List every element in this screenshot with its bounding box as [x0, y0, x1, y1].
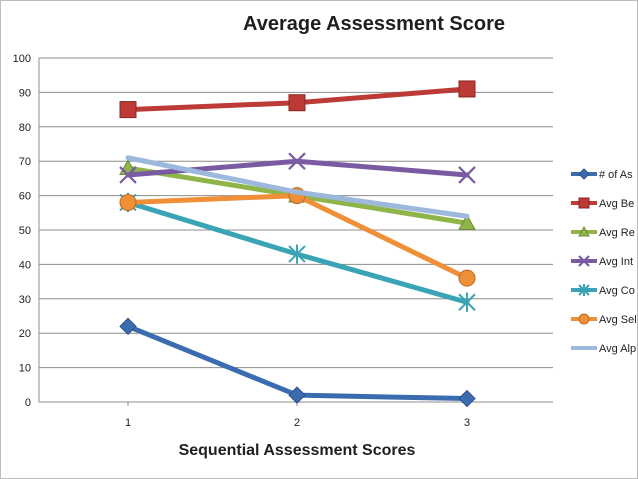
data-point-diamond	[458, 389, 476, 408]
x-axis-label: Sequential Assessment Scores	[179, 442, 416, 459]
x-tick-label: 3	[464, 417, 470, 429]
y-tick-label: 60	[19, 191, 31, 203]
y-tick-label: 50	[19, 225, 31, 237]
legend-item: Avg Be	[571, 197, 634, 210]
data-point-x	[578, 255, 590, 267]
data-point-triangle	[578, 225, 590, 237]
data-point-x	[119, 166, 137, 184]
x-marker-stroke	[288, 152, 306, 170]
series-2	[119, 80, 476, 119]
data-point-star	[458, 292, 476, 312]
data-point-triangle	[458, 214, 476, 231]
axes: 0 10 20 30 40 50 60 70 80 90 100 1 2 3	[13, 53, 553, 429]
legend-label: Avg Co	[599, 285, 635, 297]
data-point-diamond	[578, 168, 590, 180]
legend-label: Avg Be	[599, 198, 634, 210]
legend-label: Avg Int	[599, 256, 633, 268]
legend-item: Avg Int	[571, 255, 633, 268]
series-7	[125, 155, 470, 219]
y-tick-label: 30	[19, 294, 31, 306]
x-tick-label: 2	[294, 417, 300, 429]
legend-item: Avg Co	[571, 284, 635, 297]
data-point-x	[288, 152, 306, 170]
y-tick-label: 0	[25, 397, 31, 409]
y-tick-label: 40	[19, 259, 31, 271]
data-point-square	[119, 101, 137, 119]
data-point-square	[458, 80, 476, 98]
data-point-x	[458, 166, 476, 184]
y-tick-label: 10	[19, 363, 31, 375]
data-point-square	[288, 94, 306, 112]
legend-item: Avg Sel	[571, 313, 637, 326]
series-lines	[119, 80, 476, 408]
legend-label: Avg Sel	[599, 314, 637, 326]
legend-label: # of As	[599, 169, 633, 181]
x-marker-stroke	[578, 255, 590, 267]
y-tick-label: 100	[13, 53, 31, 65]
y-tick-label: 20	[19, 328, 31, 340]
legend-item: Avg Alp	[571, 343, 636, 355]
y-tick-label: 90	[19, 87, 31, 99]
series-1	[119, 317, 476, 408]
legend-label: Avg Alp	[599, 343, 636, 355]
data-point-circle	[458, 269, 476, 287]
y-tick-label: 70	[19, 156, 31, 168]
data-point-star	[288, 244, 306, 264]
legend: # of As Avg Be Avg Re Avg Int Avg Co Avg Sel A…	[571, 168, 637, 355]
data-point-circle	[119, 193, 137, 211]
series-6	[119, 187, 476, 287]
data-point-circle	[578, 313, 590, 325]
x-marker-stroke	[458, 166, 476, 184]
data-point-star	[578, 284, 590, 296]
data-point-diamond	[288, 386, 306, 404]
x-marker-stroke	[119, 166, 137, 184]
series-line	[125, 155, 470, 219]
legend-item: Avg Re	[571, 225, 635, 239]
data-point-square	[578, 197, 590, 209]
chart-title: Average Assessment Score	[243, 13, 505, 35]
legend-item: # of As	[571, 168, 633, 181]
data-point-diamond	[119, 317, 137, 336]
y-tick-label: 80	[19, 122, 31, 134]
legend-label: Avg Re	[599, 227, 635, 239]
x-tick-label: 1	[125, 417, 131, 429]
